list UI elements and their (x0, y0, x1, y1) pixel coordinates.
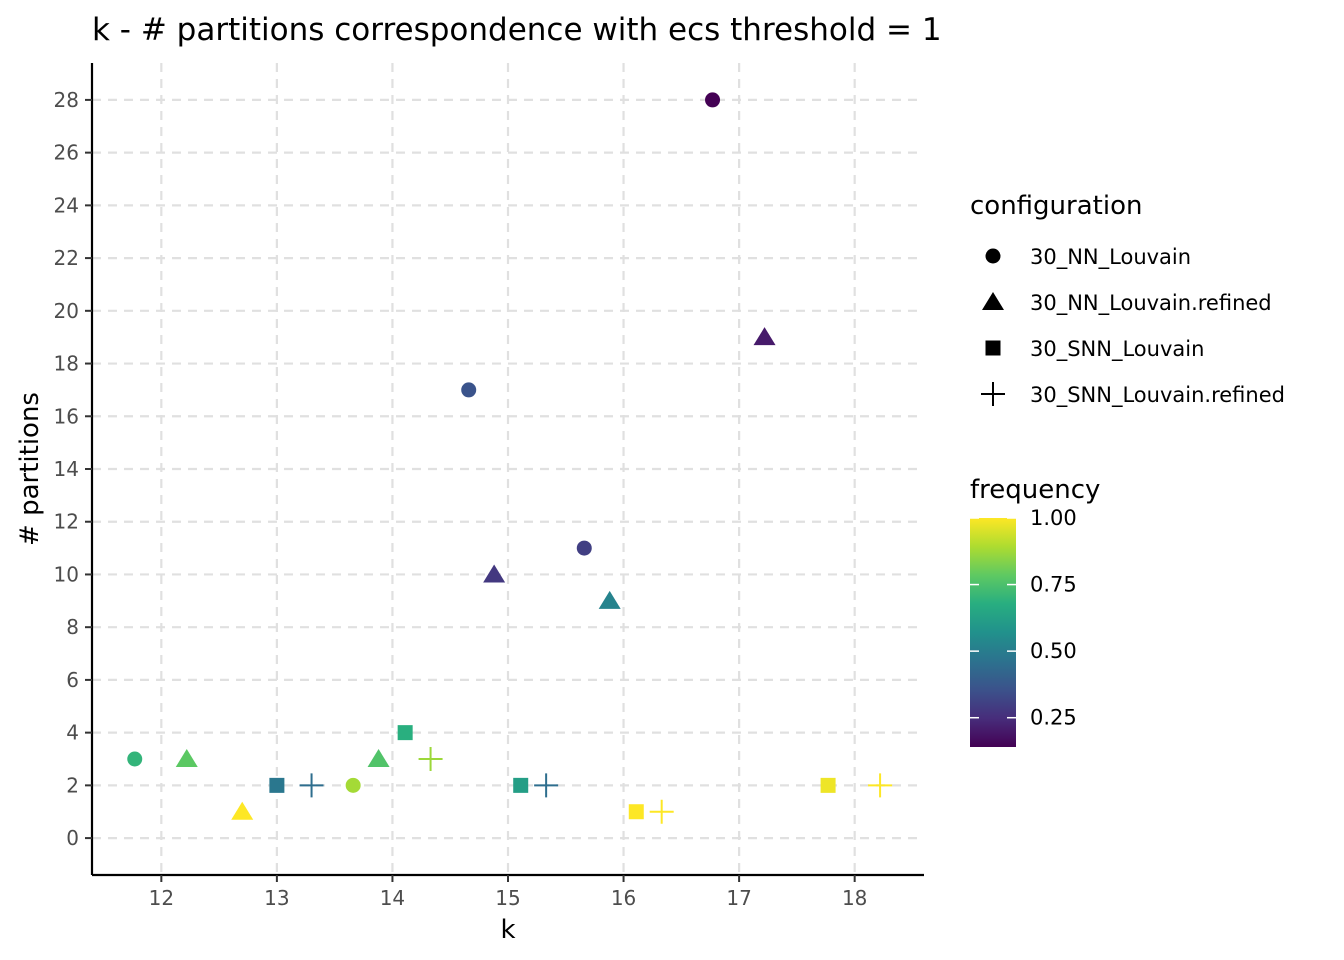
colorbar-tick-label: 0.50 (1030, 639, 1077, 663)
data-point-triangle (753, 327, 776, 346)
y-tick-label: 4 (66, 721, 79, 745)
y-tick-label: 0 (66, 826, 79, 850)
data-point-triangle (231, 801, 254, 820)
y-tick-label: 20 (54, 299, 79, 323)
y-tick-label: 10 (54, 562, 79, 586)
chart-title: k - # partitions correspondence with ecs… (92, 12, 942, 48)
x-tick-label: 14 (380, 886, 405, 910)
colorbar-tick-label: 0.75 (1030, 573, 1077, 597)
data-point-plus (868, 773, 893, 798)
legend-circle-icon (985, 248, 1001, 264)
y-tick-label: 16 (54, 404, 79, 428)
x-tick-label: 13 (264, 886, 289, 910)
data-point-circle (576, 540, 592, 556)
data-point-square (397, 725, 413, 741)
legend-triangle-icon (982, 292, 1004, 310)
data-point-circle (705, 92, 721, 108)
shape-legend-label: 30_NN_Louvain (1030, 245, 1191, 270)
colorbar-tick-label: 0.25 (1030, 706, 1077, 730)
colorbar (970, 518, 1016, 747)
color-legend-title: frequency (970, 475, 1100, 505)
data-point-circle (345, 777, 361, 793)
y-tick-label: 28 (54, 88, 79, 112)
color-legend: frequency 1.00 0.75 0.50 0.25 (970, 475, 1100, 747)
x-tick-label: 15 (495, 886, 520, 910)
shape-legend-label: 30_SNN_Louvain (1030, 337, 1204, 362)
colorbar-tick-label: 1.00 (1030, 506, 1077, 530)
y-tick-label: 8 (66, 615, 79, 639)
x-tick-label: 12 (149, 886, 174, 910)
y-tick-label: 14 (54, 457, 79, 481)
data-point-circle (461, 382, 477, 398)
data-point-square (820, 777, 836, 793)
x-tick-label: 18 (842, 886, 867, 910)
data-point-triangle (367, 749, 390, 767)
data-point-triangle (175, 749, 198, 767)
data-point-circle (127, 751, 143, 767)
data-point-plus (299, 773, 324, 798)
grid (92, 63, 924, 875)
data-point-triangle (483, 564, 506, 583)
y-axis-title: # partitions (15, 392, 45, 546)
data-point-plus (534, 773, 559, 798)
y-tick-label: 2 (66, 773, 79, 797)
x-axis-title: k (500, 915, 515, 945)
data-point-plus (649, 799, 674, 824)
x-tick-label: 16 (611, 886, 636, 910)
y-tick-label: 18 (54, 352, 79, 376)
y-tick-label: 12 (54, 510, 79, 534)
shape-legend-title: configuration (970, 191, 1142, 221)
data-point-square (269, 777, 285, 793)
data-points (127, 92, 893, 824)
y-tick-label: 6 (66, 668, 79, 692)
data-point-square (628, 804, 644, 820)
y-tick-label: 26 (54, 141, 79, 165)
data-point-plus (418, 747, 443, 771)
y-tick-label: 22 (54, 246, 79, 270)
shape-legend-label: 30_NN_Louvain.refined (1030, 291, 1272, 316)
shape-legend: configuration 30_NN_Louvain 30_NN_Louvain… (970, 191, 1285, 408)
shape-legend-label: 30_SNN_Louvain.refined (1030, 383, 1285, 408)
legend-square-icon (985, 340, 1001, 356)
data-point-square (513, 777, 529, 793)
legend-plus-icon (981, 382, 1005, 406)
data-point-triangle (598, 590, 621, 609)
y-tick-label: 24 (54, 193, 79, 217)
x-tick-label: 17 (726, 886, 751, 910)
